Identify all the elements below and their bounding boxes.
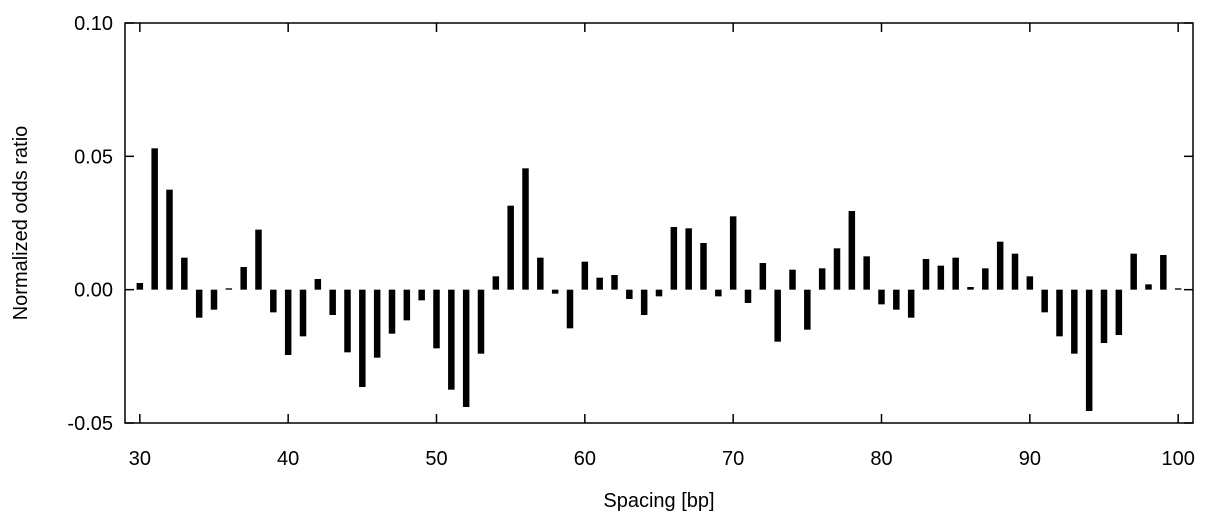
bar-45	[359, 289, 366, 387]
bar-87	[982, 268, 989, 290]
x-tick-label: 40	[277, 448, 299, 470]
bar-53	[477, 289, 485, 354]
bar-63	[626, 289, 633, 299]
y-axis-label: Normalized odds ratio	[10, 126, 32, 321]
x-tick-label: 70	[722, 448, 744, 470]
bar-46	[373, 289, 381, 358]
bar-72	[759, 263, 767, 290]
bar-57	[537, 257, 544, 290]
bar-89	[1011, 253, 1019, 290]
bar-98	[1145, 284, 1152, 290]
bar-50	[433, 289, 440, 349]
bars-layer	[136, 148, 1182, 411]
bar-90	[1026, 276, 1034, 290]
bar-31	[151, 148, 158, 290]
ticks-layer: -0.05 0.00 0.05 0.10 30 40 50 60 70 80 90 100	[67, 13, 1194, 470]
bar-38	[255, 229, 262, 290]
x-tick-label: 90	[1019, 448, 1041, 470]
bar-30	[136, 283, 144, 290]
bar-39	[270, 289, 277, 313]
bar-43	[329, 289, 336, 315]
bar-68	[700, 243, 707, 290]
x-axis-label: Spacing [bp]	[603, 490, 714, 512]
bar-67	[685, 228, 692, 290]
bar-92	[1056, 289, 1063, 337]
bar-35	[210, 289, 218, 310]
x-tick-label: 30	[129, 448, 151, 470]
bar-52	[462, 289, 470, 407]
x-tick-label: 100	[1161, 448, 1194, 470]
bar-66	[670, 227, 678, 290]
bar-33	[181, 257, 188, 290]
x-tick-label: 80	[870, 448, 892, 470]
bar-34	[195, 289, 203, 318]
bar-86	[967, 287, 974, 290]
bar-56	[522, 168, 529, 290]
bar-44	[344, 289, 351, 353]
y-tick-label: 0.10	[74, 13, 113, 35]
bar-97	[1130, 253, 1137, 290]
bar-48	[403, 289, 411, 321]
bar-79	[863, 256, 870, 290]
bar-59	[566, 289, 574, 329]
bar-64	[640, 289, 648, 315]
bar-77	[833, 248, 841, 290]
bar-40	[284, 289, 292, 355]
bar-93	[1071, 289, 1078, 354]
bar-76	[818, 268, 826, 290]
bar-71	[744, 289, 752, 303]
bar-61	[596, 277, 603, 290]
bar-70	[729, 216, 737, 290]
bar-96	[1115, 289, 1123, 335]
bar-95	[1100, 289, 1108, 343]
y-tick-label: -0.05	[67, 413, 113, 435]
bar-78	[848, 211, 856, 290]
bar-99	[1160, 255, 1167, 290]
bar-47	[388, 289, 396, 334]
bar-69	[715, 289, 722, 297]
bar-75	[804, 289, 811, 330]
bar-32	[166, 189, 173, 290]
plot-frame	[124, 22, 1194, 424]
bar-41	[299, 289, 307, 337]
bar-88	[996, 241, 1004, 290]
bar-91	[1041, 289, 1048, 313]
bar-85	[952, 257, 959, 290]
bar-81	[893, 289, 900, 310]
bar-55	[507, 205, 514, 290]
bar-83	[922, 259, 930, 290]
bar-84	[937, 265, 945, 290]
bar-42	[314, 279, 322, 290]
bar-94	[1085, 289, 1093, 411]
bar-80	[878, 289, 885, 305]
bar-36	[225, 288, 233, 290]
bar-49	[418, 289, 425, 301]
bar-60	[581, 261, 589, 290]
bar-37	[240, 267, 247, 290]
bar-74	[789, 269, 796, 290]
bar-100	[1174, 288, 1182, 290]
bar-62	[611, 275, 618, 290]
bar-51	[448, 289, 455, 390]
bar-58	[551, 289, 559, 294]
y-tick-label: 0.00	[74, 280, 113, 302]
y-tick-label: 0.05	[74, 146, 113, 168]
x-tick-label: 60	[574, 448, 596, 470]
bar-73	[774, 289, 781, 342]
bar-65	[655, 289, 663, 297]
bar-54	[492, 276, 500, 290]
x-tick-label: 50	[425, 448, 447, 470]
bar-82	[907, 289, 915, 318]
